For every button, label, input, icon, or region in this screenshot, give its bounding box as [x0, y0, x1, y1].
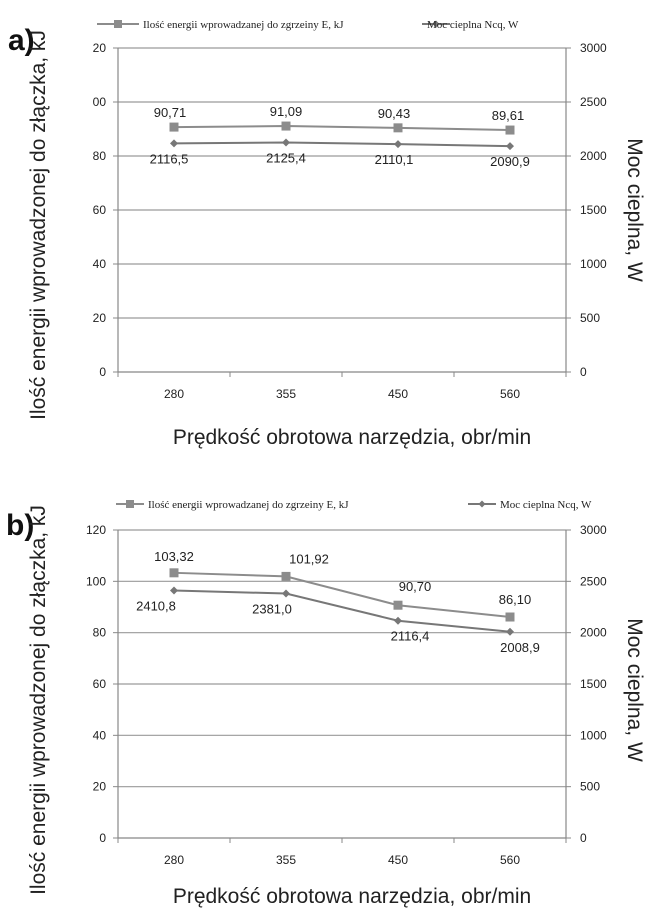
data-point-energy	[281, 121, 291, 131]
data-label-power: 2116,4	[391, 629, 430, 644]
x-tick-label: 355	[276, 853, 296, 867]
data-point-power	[394, 140, 402, 149]
y-tick-label: 20	[93, 780, 107, 794]
legend-entry: Moc cieplna Ncq, W	[500, 499, 592, 511]
legend-marker-diamond	[432, 20, 440, 28]
data-point-power	[170, 586, 178, 595]
x-axis-title: Prędkość obrotowa narzędzia, obr/min	[173, 426, 531, 449]
chart-panel-a: a) 0 20 40 60 80 00 20 0 500 1000 1500 2000 2500 3000 2…	[8, 19, 646, 449]
y2-tick-label: 500	[580, 311, 600, 325]
y-tick-label: 20	[93, 41, 107, 55]
data-label-energy: 90,43	[378, 106, 411, 121]
data-label-power: 2381,0	[252, 602, 292, 617]
x-tick-label: 560	[500, 387, 520, 401]
y2-tick-label: 1500	[580, 203, 607, 217]
y2-tick-label: 3000	[580, 41, 607, 55]
y2-tick-label: 1500	[580, 677, 607, 691]
legend: Ilość energii wprowadzanej do zgrzeiny E…	[116, 499, 592, 511]
data-label-energy: 90,71	[154, 105, 187, 120]
x-tick-label: 450	[388, 387, 408, 401]
y-tick-label: 60	[93, 203, 107, 217]
panel-label: a)	[8, 24, 35, 57]
x-axis-title: Prędkość obrotowa narzędzia, obr/min	[173, 885, 531, 908]
x-tick-label: 450	[388, 853, 408, 867]
data-point-energy	[393, 123, 403, 133]
y2-tick-label: 2500	[580, 574, 607, 588]
data-point-power	[394, 616, 402, 625]
series-line-power	[173, 589, 511, 633]
legend-entry: Ilość energii wprowadzanej do zgrzeiny E…	[143, 19, 344, 31]
legend: Ilość energii wprowadzanej do zgrzeiny E…	[97, 19, 519, 31]
y2-tick-label: 2000	[580, 626, 607, 640]
y-tick-label: 80	[93, 149, 107, 163]
x-tick-label: 280	[164, 387, 184, 401]
data-point-power	[170, 139, 178, 148]
y2-tick-label: 3000	[580, 523, 607, 537]
y2-tick-label: 500	[580, 780, 600, 794]
y2-axis-title: Moc cieplna, W	[623, 618, 646, 762]
y-tick-label: 0	[99, 831, 106, 845]
y2-tick-label: 0	[580, 831, 587, 845]
data-point-power	[282, 138, 290, 147]
data-point-energy	[281, 571, 291, 581]
y-tick-label: 20	[93, 311, 107, 325]
y-tick-label: 120	[86, 523, 106, 537]
legend-marker-square	[126, 500, 134, 508]
y-axis-title: Ilość energii wprowadzonej do złączka, k…	[27, 30, 50, 420]
y-tick-label: 40	[93, 257, 107, 271]
series-line-energy	[173, 125, 511, 132]
data-point-energy	[505, 125, 515, 135]
data-point-energy	[169, 568, 179, 578]
y-tick-label: 00	[93, 95, 107, 109]
x-tick-label: 355	[276, 387, 296, 401]
data-point-power	[282, 589, 290, 598]
y-tick-label: 0	[99, 365, 106, 379]
data-label-power: 2008,9	[500, 640, 540, 655]
chart-panel-b: b) 0 20 40 60 80 100 120 0 500 1000 1500 2000 2500 300…	[6, 499, 646, 908]
y2-tick-label: 2500	[580, 95, 607, 109]
y-tick-label: 60	[93, 677, 107, 691]
y2-tick-label: 0	[580, 365, 587, 379]
series-line-power	[173, 141, 511, 148]
panel-label: b)	[6, 509, 34, 542]
x-tick-label: 560	[500, 853, 520, 867]
data-point-energy	[505, 612, 515, 622]
legend-marker-diamond	[478, 500, 486, 508]
series-line-energy	[173, 571, 511, 619]
data-label-energy: 101,92	[289, 551, 329, 566]
y-tick-label: 80	[93, 626, 107, 640]
y2-tick-label: 1000	[580, 728, 607, 742]
y2-tick-label: 1000	[580, 257, 607, 271]
data-label-energy: 103,32	[154, 549, 194, 564]
data-label-energy: 86,10	[499, 592, 532, 607]
y2-axis-title: Moc cieplna, W	[623, 138, 646, 282]
data-label-energy: 89,61	[492, 108, 525, 123]
data-label-power: 2116,5	[150, 151, 189, 166]
data-point-power	[506, 142, 514, 151]
y-tick-label: 40	[93, 728, 107, 742]
data-label-energy: 91,09	[270, 104, 303, 119]
data-label-power: 2410,8	[136, 598, 176, 613]
data-label-energy: 90,70	[399, 579, 432, 594]
data-point-power	[506, 627, 514, 636]
legend-entry: Ilość energii wprowadzanej do zgrzeiny E…	[148, 499, 349, 511]
y2-tick-label: 2000	[580, 149, 607, 163]
legend-marker-square	[114, 20, 122, 28]
x-tick-label: 280	[164, 853, 184, 867]
data-point-energy	[169, 122, 179, 132]
data-point-energy	[393, 600, 403, 610]
y-axis-title: Ilość energii wprowadzonej do złączka, k…	[27, 505, 50, 895]
legend-entry: Moc cieplna Ncq, W	[427, 19, 519, 31]
data-label-power: 2125,4	[266, 150, 306, 165]
data-label-power: 2110,1	[375, 152, 414, 167]
data-label-power: 2090,9	[490, 154, 530, 169]
y-tick-label: 100	[86, 574, 106, 588]
